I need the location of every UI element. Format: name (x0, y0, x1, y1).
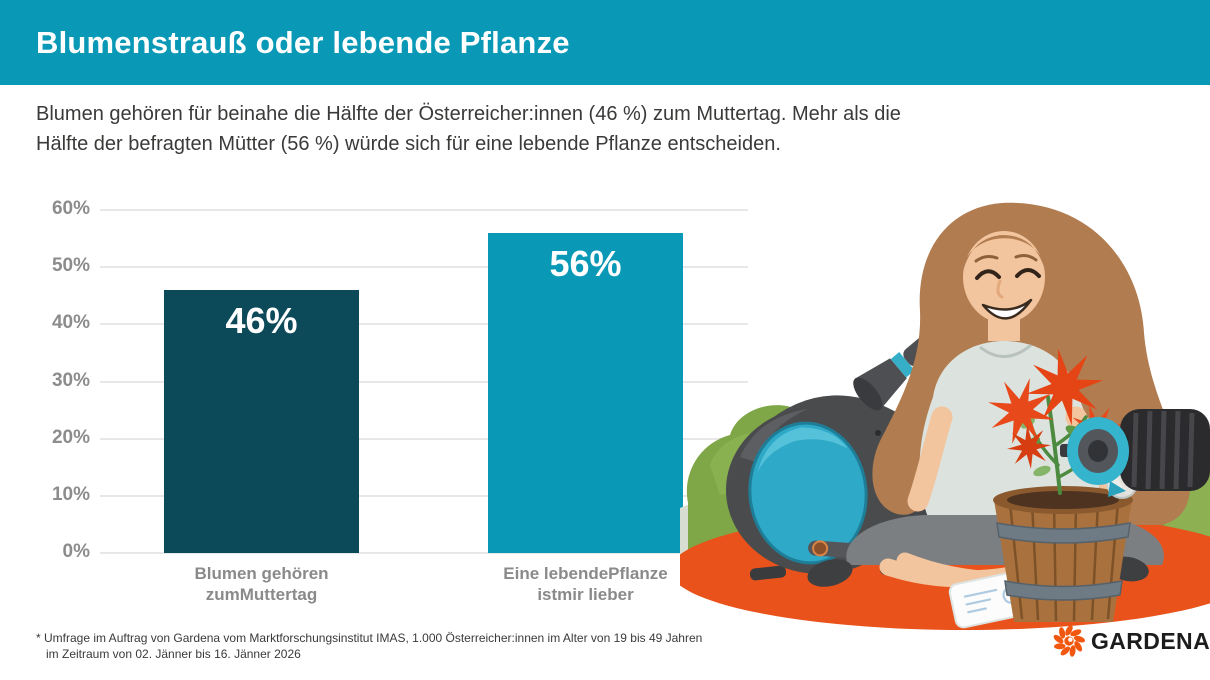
y-axis-tick-label: 40% (51, 312, 90, 334)
y-axis-tick-label: 60% (51, 198, 90, 219)
chart-bar: 46% (164, 290, 359, 553)
y-axis-tick-label: 50% (51, 255, 90, 277)
chart-bar: 56% (488, 232, 683, 553)
gridline (100, 552, 748, 554)
y-axis-tick-label: 10% (51, 483, 90, 505)
gardena-logo-icon (1052, 624, 1086, 658)
y-axis-tick-label: 30% (51, 369, 90, 391)
footnote: * Umfrage im Auftrag von Gardena vom Mar… (36, 630, 702, 662)
bar-value-label: 56% (549, 242, 622, 284)
footnote-line-1: * Umfrage im Auftrag von Gardena vom Mar… (36, 631, 703, 645)
gridline (100, 380, 748, 383)
header-bar: Blumenstrauß oder lebende Pflanze (0, 0, 1210, 85)
page-title: Blumenstrauß oder lebende Pflanze (36, 24, 570, 60)
intro-line-1: Blumen gehören für beinahe die Hälfte de… (36, 103, 901, 125)
y-axis-tick-label: 20% (51, 426, 90, 448)
gridline (100, 209, 748, 211)
y-axis-tick-label: 0% (62, 541, 90, 562)
x-axis-category-label: Eine lebendePflanze istmir lieber (503, 564, 668, 604)
bar-value-label: 46% (225, 300, 298, 342)
gardena-logo-text: GARDENA (1091, 627, 1210, 654)
footnote-line-2: im Zeitraum von 02. Jänner bis 16. Jänne… (46, 647, 301, 661)
intro-line-2: Hälfte der befragten Mütter (56 %) würde… (36, 133, 781, 155)
gridline (100, 323, 748, 326)
x-axis-category-label: Blumen gehören zumMuttertag (194, 564, 329, 604)
gardena-logo: GARDENA (1052, 624, 1210, 658)
intro-text: Blumen gehören für beinahe die Hälfte de… (36, 99, 901, 159)
gridline (100, 494, 748, 497)
gridline (100, 266, 748, 269)
gridline (100, 437, 748, 440)
